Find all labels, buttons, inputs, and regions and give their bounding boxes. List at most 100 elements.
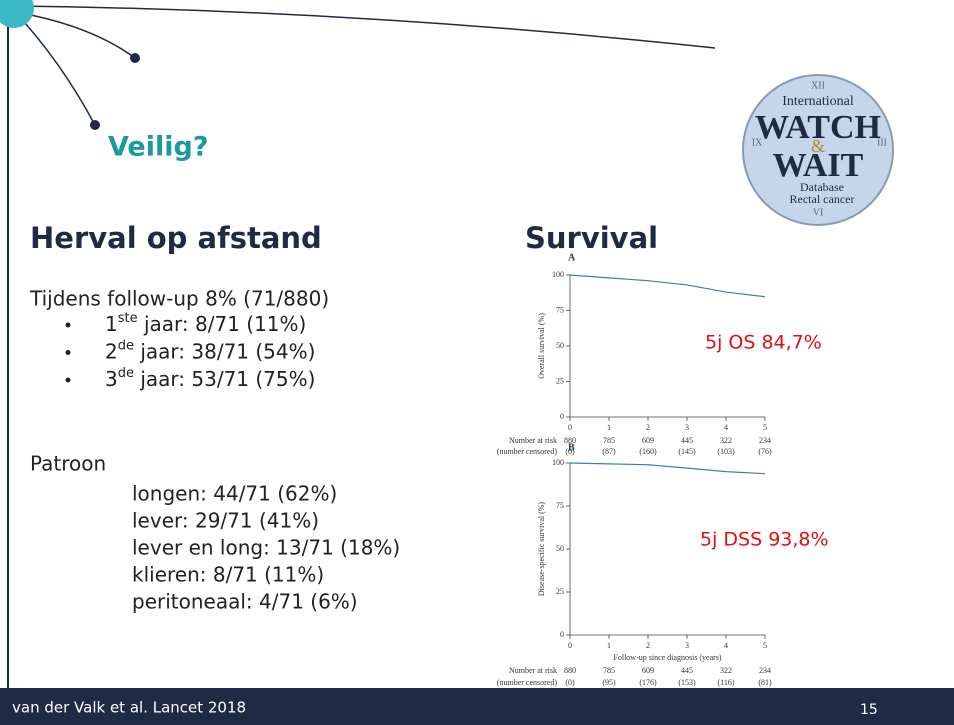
bullet-text: jaar: 38/71 (54%) xyxy=(134,339,315,363)
bullet-text: jaar: 8/71 (11%) xyxy=(138,312,307,336)
logo-text: Rectal cancer xyxy=(790,192,855,206)
bullet-item: 1ste jaar: 8/71 (11%) xyxy=(105,311,306,336)
panel-label: A xyxy=(568,252,576,263)
y-axis-label: Disease-specific survival (%) xyxy=(537,502,546,597)
x-tick-label: 2 xyxy=(646,423,650,432)
pattern-title: Patroon xyxy=(30,452,106,476)
decor-circle xyxy=(0,0,34,28)
x-tick-label: 0 xyxy=(568,641,572,650)
x-tick-label: 4 xyxy=(724,423,728,432)
bullet-sup: de xyxy=(118,366,134,381)
at-risk: 609 xyxy=(642,436,654,445)
decor-dot xyxy=(90,120,100,130)
censored: (95) xyxy=(602,678,616,687)
censored: (153) xyxy=(678,678,696,687)
x-tick-label: 4 xyxy=(724,641,728,650)
bullet xyxy=(65,350,71,355)
survival-curve xyxy=(569,274,766,298)
bullet xyxy=(65,377,71,383)
x-tick-label: 1 xyxy=(607,641,611,650)
at-risk: 880 xyxy=(564,436,576,445)
risk-label: Number at risk xyxy=(509,436,557,445)
censored: (0) xyxy=(565,678,575,687)
censored: (160) xyxy=(639,447,657,456)
annotation: 5j OS 84,7% xyxy=(705,332,822,354)
x-tick-label: 5 xyxy=(763,641,767,650)
bullet-num: 3 xyxy=(105,367,118,391)
heading: Herval op afstand xyxy=(30,221,322,255)
at-risk: 445 xyxy=(681,666,693,675)
x-tick-label: 3 xyxy=(685,641,689,650)
censored: (87) xyxy=(602,447,616,456)
slide-title: Veilig? xyxy=(108,132,209,163)
bullet-sup: de xyxy=(118,338,134,353)
x-tick-label: 1 xyxy=(607,423,611,432)
y-tick-label: 25 xyxy=(556,376,564,385)
decor-curve xyxy=(14,5,716,49)
y-axis-label: Overall survival (%) xyxy=(537,313,546,379)
logo-numeral: XII xyxy=(811,80,825,91)
censored: (76) xyxy=(758,447,772,456)
at-risk: 609 xyxy=(642,666,654,675)
pattern-item: lever: 29/71 (41%) xyxy=(132,509,319,533)
logo-numeral: VI xyxy=(813,207,824,218)
censored: (0) xyxy=(565,447,575,456)
bullet-item: 2de jaar: 38/71 (54%) xyxy=(105,338,315,363)
panel-label: B xyxy=(568,442,575,453)
y-tick-label: 25 xyxy=(556,587,564,596)
x-tick-label: 2 xyxy=(646,641,650,650)
censored-label: (number censored) xyxy=(497,447,558,456)
decor-curve xyxy=(14,11,136,59)
logo-text: WAIT xyxy=(773,147,864,184)
y-tick-label: 50 xyxy=(556,341,564,350)
censored: (145) xyxy=(678,447,696,456)
bullet-num: 1 xyxy=(105,312,118,336)
x-tick-label: 0 xyxy=(568,423,572,432)
at-risk: 785 xyxy=(603,436,615,445)
survival-curve xyxy=(569,462,766,475)
at-risk: 234 xyxy=(759,436,771,445)
at-risk: 234 xyxy=(759,666,771,675)
pattern-item: peritoneaal: 4/71 (6%) xyxy=(132,590,358,614)
y-tick-label: 100 xyxy=(552,458,564,467)
logo-text: WATCH xyxy=(755,109,881,146)
annotation: 5j DSS 93,8% xyxy=(700,529,829,551)
pattern-item: lever en long: 13/71 (18%) xyxy=(132,536,400,560)
at-risk: 785 xyxy=(603,666,615,675)
logo-text: Database xyxy=(800,180,844,194)
logo xyxy=(742,74,894,226)
y-tick-label: 75 xyxy=(556,305,564,314)
intro: Tijdens follow-up 8% (71/880) xyxy=(29,287,329,311)
bullet xyxy=(65,322,71,328)
logo-text: & xyxy=(811,136,825,156)
decor-dot xyxy=(130,53,140,63)
at-risk: 322 xyxy=(720,436,732,445)
y-tick-label: 0 xyxy=(560,630,564,639)
y-tick-label: 0 xyxy=(560,412,564,421)
x-tick-label: 3 xyxy=(685,423,689,432)
at-risk: 880 xyxy=(564,666,576,675)
heading: Survival xyxy=(525,221,658,255)
footer-bar xyxy=(0,688,954,725)
logo-text: International xyxy=(782,94,854,109)
x-axis-label: Follow-up since diagnosis (years) xyxy=(613,653,722,662)
x-tick-label: 5 xyxy=(763,423,767,432)
at-risk: 445 xyxy=(681,436,693,445)
y-tick-label: 100 xyxy=(552,270,564,279)
censored: (176) xyxy=(639,678,657,687)
footer-citation: van der Valk et al. Lancet 2018 xyxy=(12,699,246,717)
bullet-text: jaar: 53/71 (75%) xyxy=(134,367,315,391)
decor-curve xyxy=(14,11,96,126)
at-risk: 322 xyxy=(720,666,732,675)
censored-label: (number censored) xyxy=(497,678,558,687)
pattern-item: longen: 44/71 (62%) xyxy=(132,482,337,506)
pattern-item: klieren: 8/71 (11%) xyxy=(132,563,324,587)
censored: (103) xyxy=(717,447,735,456)
y-tick-label: 75 xyxy=(556,501,564,510)
censored: (116) xyxy=(717,678,734,687)
y-tick-label: 50 xyxy=(556,544,564,553)
bullet-num: 2 xyxy=(105,339,118,363)
logo-numeral: IX xyxy=(752,137,763,148)
logo-numeral: III xyxy=(877,137,887,148)
